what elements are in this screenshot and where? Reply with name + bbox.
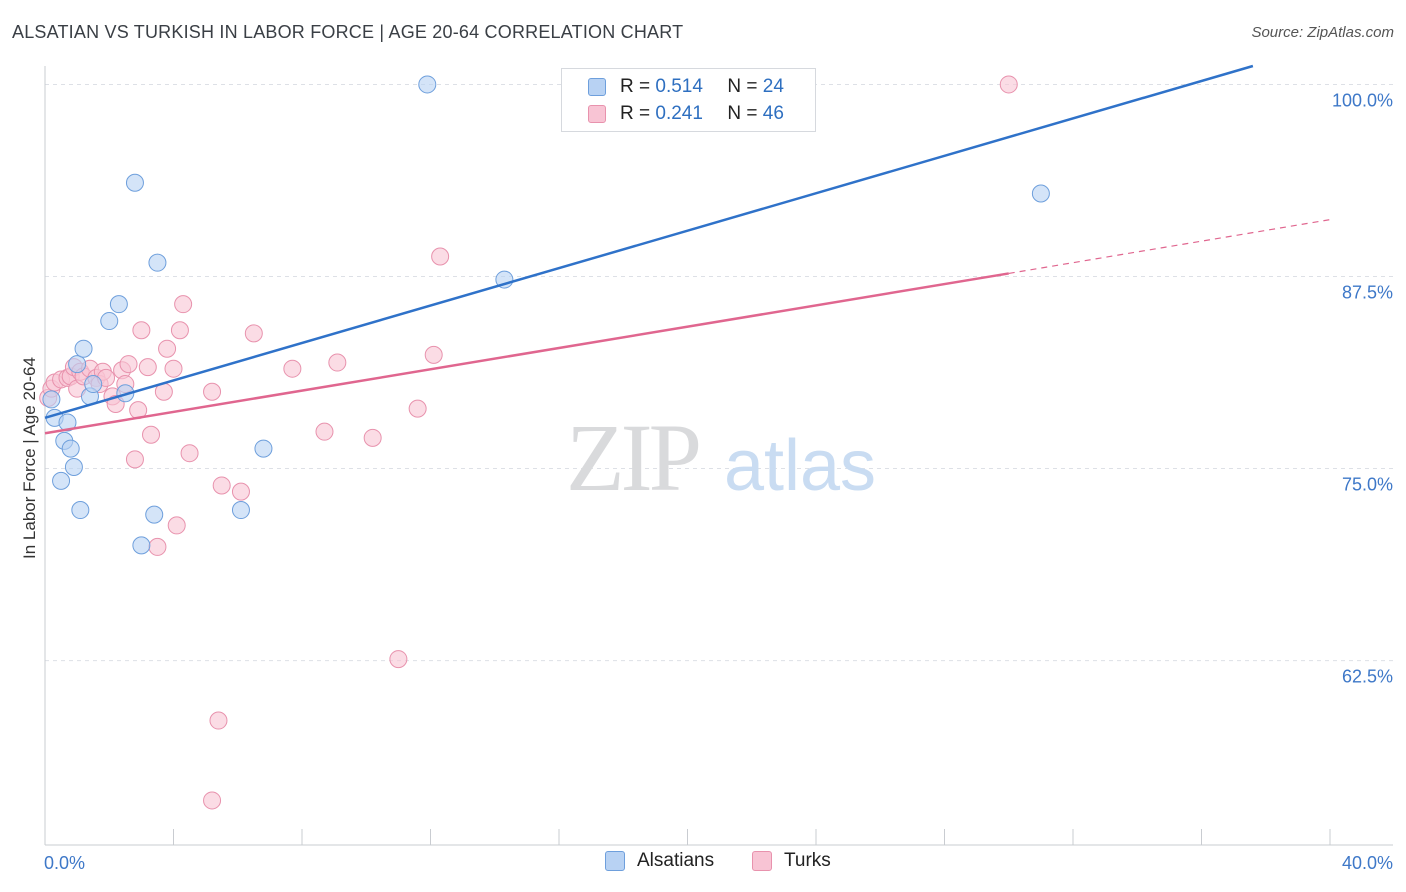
alsatian-point — [52, 471, 71, 490]
turk-point — [363, 428, 382, 447]
legend-label: Turks — [784, 850, 831, 871]
series-alsatians-points — [42, 75, 1050, 555]
legend-item-turks: Turks — [752, 850, 831, 872]
chart-title: ALSATIAN VS TURKISH IN LABOR FORCE | AGE… — [12, 22, 684, 42]
watermark: ZIP atlas — [566, 404, 876, 511]
turk-point — [132, 321, 151, 340]
legend-n-label: N = — [727, 103, 763, 124]
alsatian-point — [58, 413, 77, 432]
turk-point — [164, 359, 183, 378]
y-tick-label: 62.5% — [1342, 667, 1393, 687]
axes — [44, 66, 1393, 846]
turk-point — [328, 353, 347, 372]
bottom-legend: Alsatians Turks — [0, 850, 1406, 878]
turk-point — [315, 422, 334, 441]
x-tick-label-left: 0.0% — [44, 853, 85, 873]
turk-point — [119, 355, 138, 374]
y-tick-label: 87.5% — [1342, 282, 1393, 302]
turk-swatch — [588, 105, 606, 123]
turk-point — [170, 321, 189, 340]
turk-point — [138, 358, 157, 377]
alsatian-point — [100, 312, 119, 331]
turk-point — [999, 75, 1018, 94]
turk-point — [180, 444, 199, 463]
turk-point — [389, 650, 408, 669]
trend-lines — [44, 64, 1331, 435]
alsatian-point — [1031, 184, 1050, 203]
gridlines — [45, 83, 1394, 662]
alsatian-point — [132, 536, 151, 555]
turk-point — [203, 382, 222, 401]
alsatian-point — [254, 439, 273, 458]
y-tick-label: 100.0% — [1332, 90, 1393, 110]
legend-n-value: 24 — [762, 76, 784, 97]
legend-item-alsatians: Alsatians — [605, 850, 714, 872]
alsatian-point — [42, 390, 61, 409]
turk-point — [431, 247, 450, 266]
legend-label: Alsatians — [637, 850, 715, 871]
turk-point — [212, 476, 231, 495]
turk-trend-extension — [1008, 219, 1331, 275]
turk-swatch — [752, 851, 772, 871]
alsatian-point — [74, 339, 93, 358]
alsatian-trend-line — [44, 64, 1254, 420]
turk-point — [244, 324, 263, 343]
turk-point — [158, 339, 177, 358]
alsatian-point — [125, 173, 144, 192]
turk-point — [167, 516, 186, 535]
series-turks-points — [39, 75, 1018, 810]
legend-r-value: 0.514 — [655, 76, 703, 97]
turk-point — [203, 791, 222, 810]
alsatian-swatch — [588, 78, 606, 96]
alsatian-point — [84, 375, 103, 394]
alsatian-point — [61, 439, 80, 458]
turk-point — [283, 359, 302, 378]
legend-n-label: N = — [727, 76, 763, 97]
turk-point — [148, 537, 167, 556]
x-tick-label-right: 40.0% — [1342, 853, 1393, 873]
legend-row-turks: R = 0.241 N = 46 — [588, 101, 784, 127]
alsatian-point — [71, 501, 90, 520]
legend-r-label: R = — [620, 103, 656, 124]
turk-point — [142, 425, 161, 444]
legend-n-value: 46 — [762, 103, 784, 124]
turk-point — [424, 345, 443, 364]
legend-r-value: 0.241 — [655, 103, 703, 124]
alsatian-point — [148, 253, 167, 272]
alsatian-point — [109, 295, 128, 314]
turk-point — [408, 399, 427, 418]
alsatian-point — [68, 355, 87, 374]
watermark-zip: ZIP — [566, 404, 699, 511]
alsatian-point — [418, 75, 437, 94]
legend-box: R = 0.514 N = 24 R = 0.241 N = 46 — [561, 68, 816, 132]
y-axis-label: In Labor Force | Age 20-64 — [20, 357, 39, 559]
alsatian-point — [145, 505, 164, 524]
legend-r-label: R = — [620, 76, 656, 97]
tick-labels: 100.0% 87.5% 75.0% 62.5% 0.0% 40.0% — [44, 90, 1393, 873]
legend-row-alsatians: R = 0.514 N = 24 — [588, 74, 784, 100]
turk-point — [209, 711, 228, 730]
y-tick-label: 75.0% — [1342, 475, 1393, 495]
turk-point — [231, 482, 250, 501]
alsatian-point — [231, 501, 250, 520]
alsatian-point — [64, 458, 83, 477]
turk-point — [174, 295, 193, 314]
source-label: Source: ZipAtlas.com — [1251, 24, 1394, 41]
watermark-atlas: atlas — [724, 426, 876, 506]
alsatian-swatch — [605, 851, 625, 871]
turk-point — [125, 450, 144, 469]
turk-trend-line — [44, 272, 1009, 435]
